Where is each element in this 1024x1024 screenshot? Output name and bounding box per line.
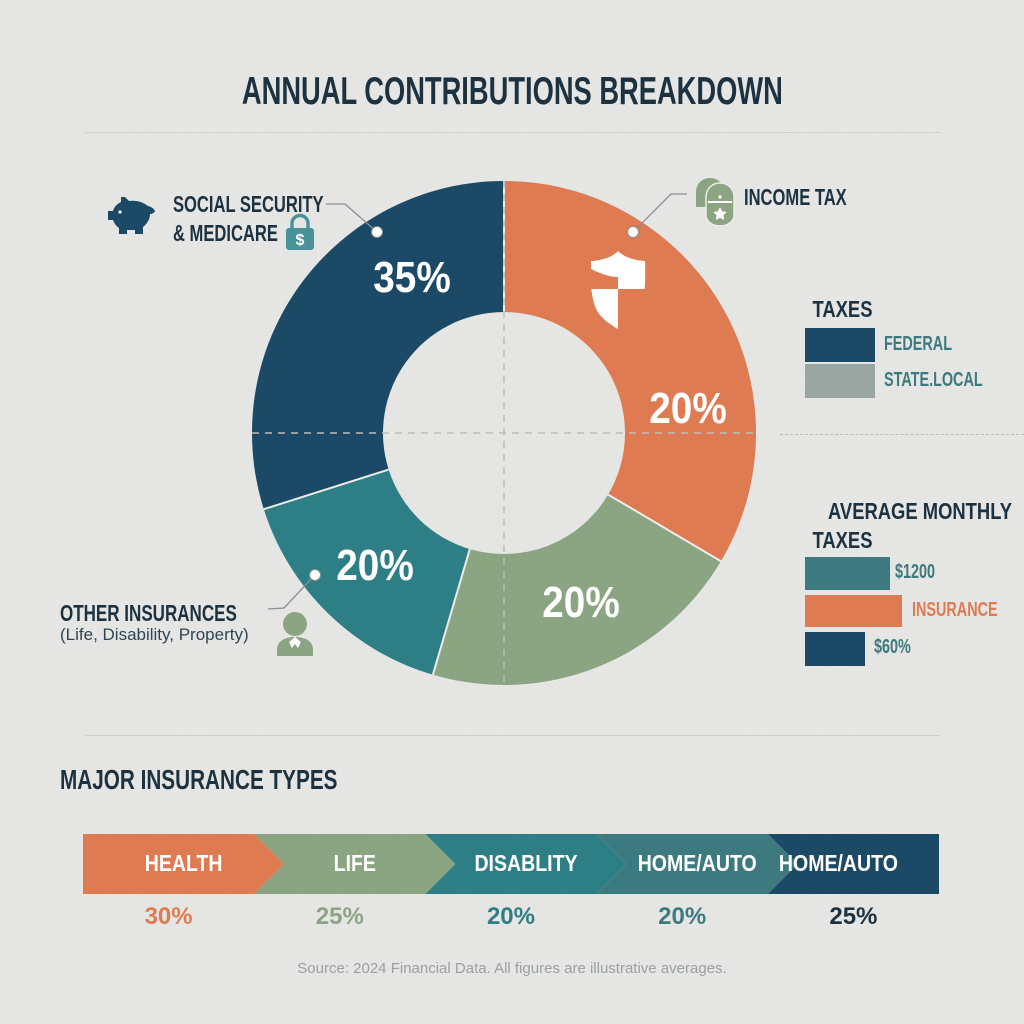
svg-text:35%: 35% — [373, 252, 450, 302]
svg-text:20%: 20% — [649, 383, 726, 433]
svg-text:20%: 20% — [336, 540, 413, 590]
svg-text:20%: 20% — [542, 577, 619, 627]
